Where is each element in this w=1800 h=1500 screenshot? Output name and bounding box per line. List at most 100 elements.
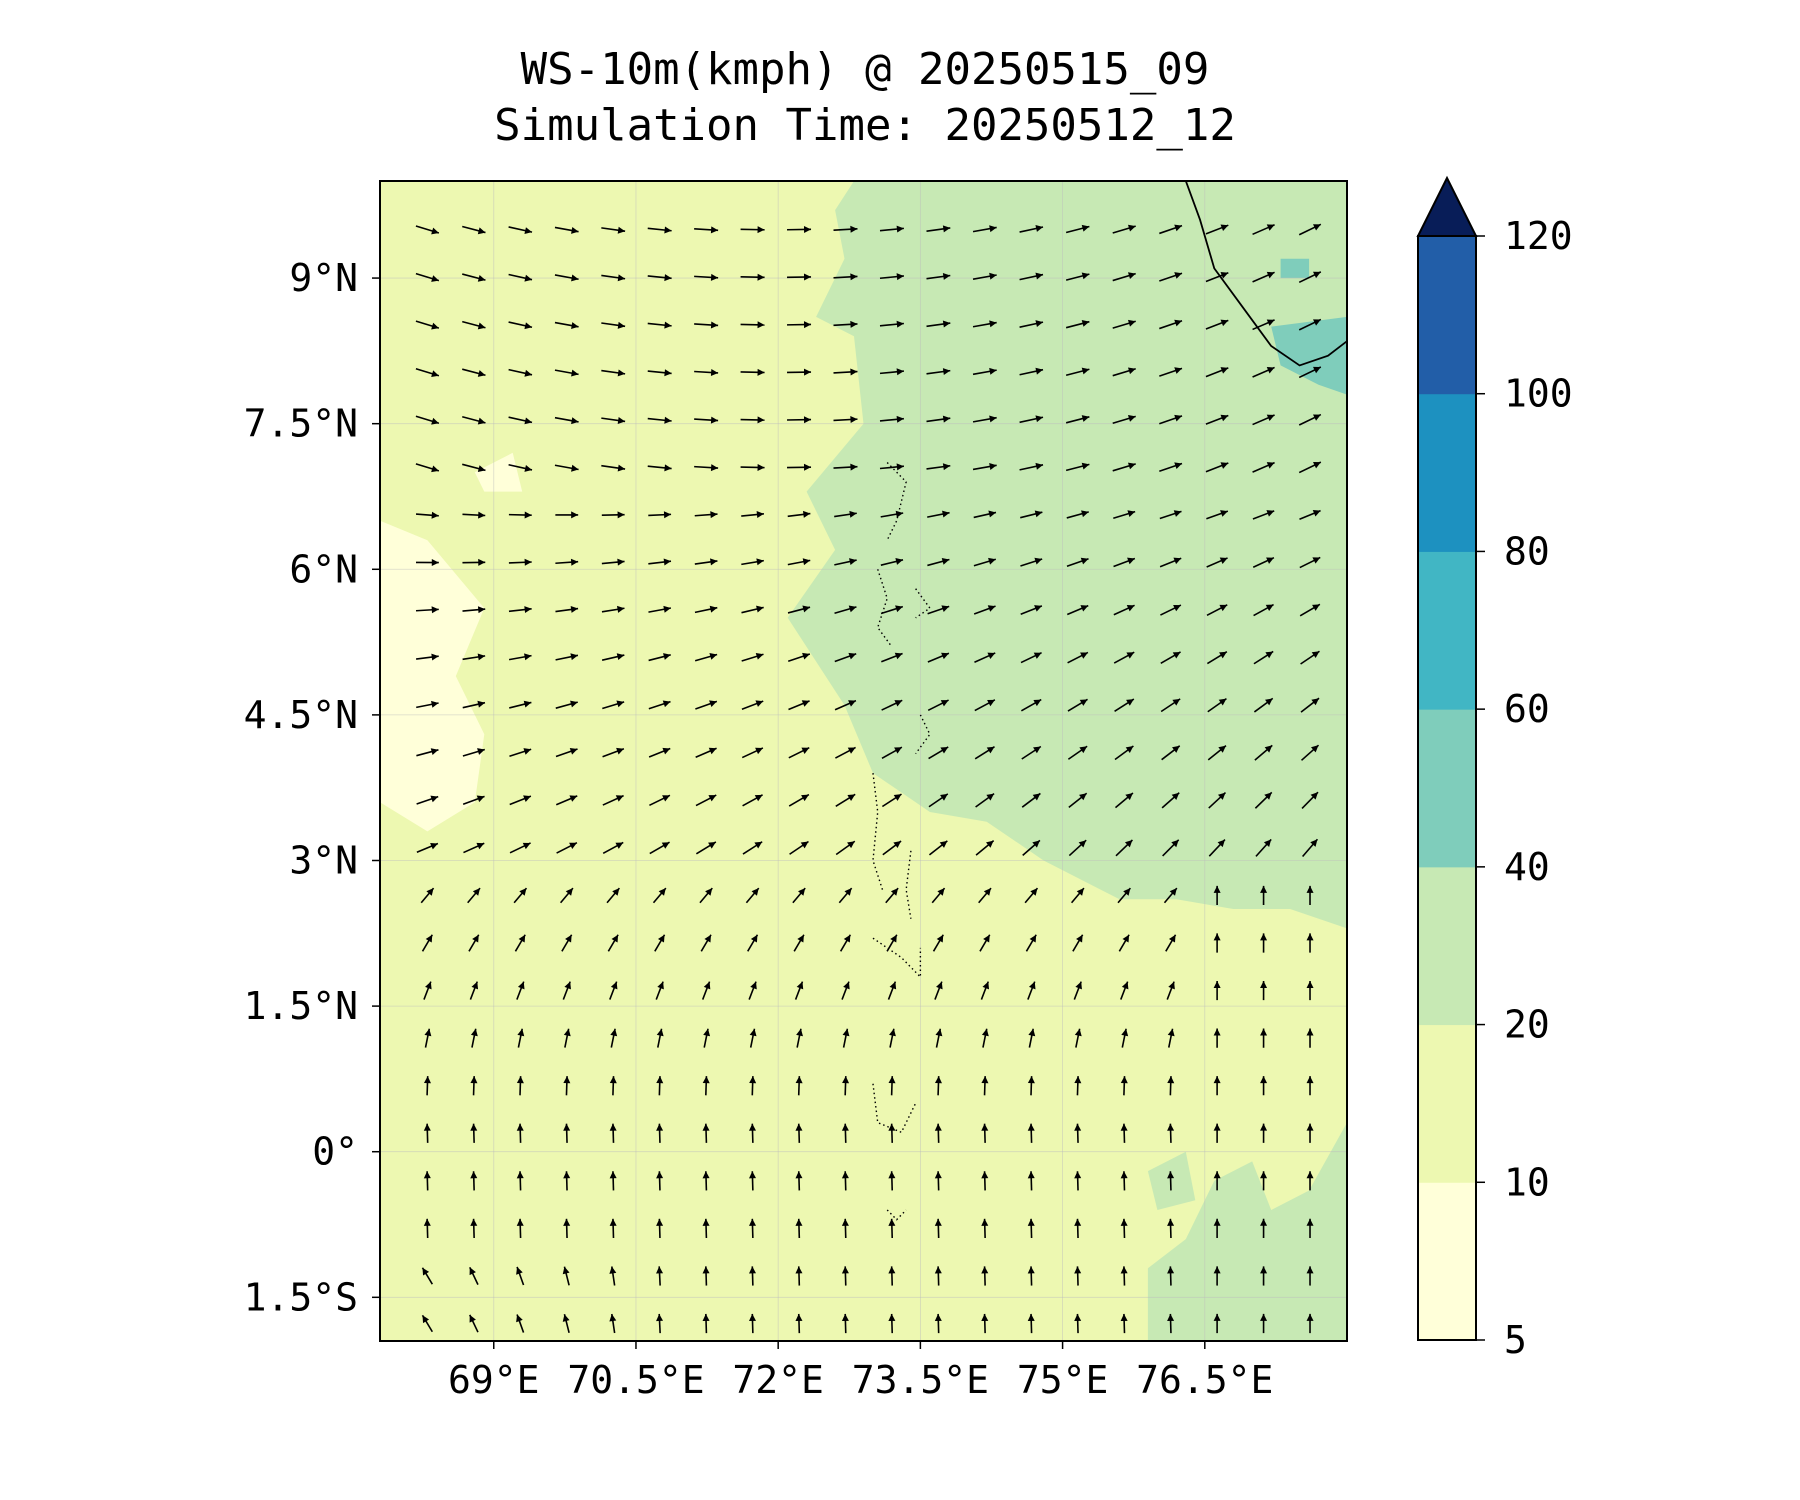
wind-arrow [1020, 557, 1043, 567]
y-tick-label: 0° [312, 1130, 358, 1174]
wind-arrow [509, 842, 531, 854]
wind-arrow [1167, 1266, 1175, 1286]
wind-arrow [740, 368, 765, 376]
wind-arrow [972, 225, 997, 233]
wind-arrow [972, 367, 997, 376]
wind-arrow [1113, 651, 1135, 664]
wind-arrow [648, 605, 672, 613]
wind-arrow [1112, 367, 1136, 377]
wind-arrow [1167, 1123, 1175, 1143]
wind-arrow [423, 1123, 431, 1143]
wind-arrow [1167, 1171, 1175, 1191]
wind-arrow [562, 981, 571, 1000]
wind-arrow [695, 841, 717, 855]
wind-arrow [517, 1028, 525, 1048]
wind-arrow [787, 652, 811, 663]
wind-arrow [561, 934, 573, 952]
wind-arrow [694, 226, 719, 234]
wind-arrow [842, 1028, 850, 1048]
wind-arrow [1074, 1171, 1082, 1191]
colorbar-label: 40 [1504, 845, 1550, 889]
wind-arrow [601, 321, 626, 329]
wind-arrow [880, 510, 904, 518]
wind-arrow [609, 1266, 617, 1286]
wind-arrow [1065, 415, 1090, 424]
wind-arrow [648, 700, 671, 710]
wind-arrow [601, 511, 625, 519]
wind-arrow [841, 1266, 849, 1286]
y-axis-ticks: 9°N 7.5°N 6°N 4.5°N 3°N 1.5°N 0° 1.5°S [244, 256, 380, 1319]
wind-arrow [1027, 1313, 1035, 1334]
wind-arrow [1112, 272, 1136, 282]
wind-arrow [555, 653, 579, 661]
wind-arrow [1252, 510, 1275, 520]
wind-arrow [787, 605, 811, 614]
wind-arrow [656, 1266, 664, 1286]
wind-arrow [702, 1218, 710, 1239]
atoll-outline [886, 1209, 907, 1221]
wind-arrow [833, 416, 858, 424]
wind-arrow [741, 558, 764, 566]
wind-arrow [470, 1171, 478, 1191]
wind-arrow [888, 1313, 896, 1334]
wind-arrow [415, 415, 440, 425]
wind-arrow [749, 1123, 757, 1143]
wind-arrow [934, 1171, 942, 1191]
wind-arrow [1159, 272, 1183, 282]
wind-arrow [462, 606, 486, 614]
wind-arrow [1300, 650, 1320, 665]
colorbar-label: 5 [1504, 1318, 1527, 1362]
wind-arrow [886, 934, 898, 952]
wind-arrow [1159, 319, 1183, 330]
colorbar-label: 10 [1504, 1160, 1550, 1204]
wind-arrow [1074, 1313, 1082, 1334]
wind-arrow [694, 416, 719, 424]
wind-arrow [1162, 839, 1180, 857]
wind-arrow [1027, 1266, 1035, 1286]
y-tick-label: 4.5°N [244, 693, 358, 737]
wind-arrow [554, 274, 579, 282]
wind-arrow [887, 981, 897, 1000]
wind-arrow [1213, 1076, 1221, 1096]
wind-arrow [787, 558, 811, 566]
wind-arrow [881, 699, 903, 711]
wind-arrow [841, 1123, 849, 1143]
wind-arrow [508, 368, 533, 377]
wind-arrow [556, 841, 578, 854]
wind-arrow [1167, 1218, 1175, 1239]
wind-arrow [1213, 1028, 1221, 1048]
wind-arrow [1114, 792, 1134, 809]
wind-arrow [1027, 1218, 1035, 1239]
strong-wind-zone [787, 181, 1347, 929]
wind-arrow [601, 417, 626, 424]
wind-arrow [787, 321, 812, 329]
wind-arrow [1159, 462, 1183, 473]
wind-arrow [834, 699, 857, 711]
wind-arrow [1208, 839, 1226, 857]
colorbar-label: 20 [1504, 1003, 1550, 1047]
wind-arrow [835, 793, 856, 807]
wind-arrow [1260, 1123, 1268, 1143]
wind-arrow [1260, 933, 1268, 953]
wind-arrow [555, 747, 578, 758]
wind-arrow [1065, 272, 1090, 281]
wind-arrow [1159, 557, 1182, 568]
wind-arrow [609, 1218, 617, 1239]
wind-arrow [741, 652, 764, 662]
wind-arrow [1028, 1028, 1036, 1048]
wind-arrow [601, 558, 625, 566]
wind-arrow [647, 274, 672, 282]
wind-arrow [926, 225, 951, 233]
wind-arrow [563, 1123, 571, 1143]
wind-arrow [745, 887, 760, 904]
wind-arrow [462, 368, 486, 377]
wind-arrow [1205, 414, 1229, 425]
wind-arrow [1260, 1028, 1268, 1048]
wind-arrow [647, 464, 672, 472]
y-tick-label: 7.5°N [244, 402, 358, 446]
wind-arrow [514, 934, 526, 952]
wind-arrow [795, 1123, 803, 1143]
wind-arrow [554, 321, 579, 329]
wind-arrow [889, 1028, 896, 1048]
wind-arrow [793, 934, 805, 952]
